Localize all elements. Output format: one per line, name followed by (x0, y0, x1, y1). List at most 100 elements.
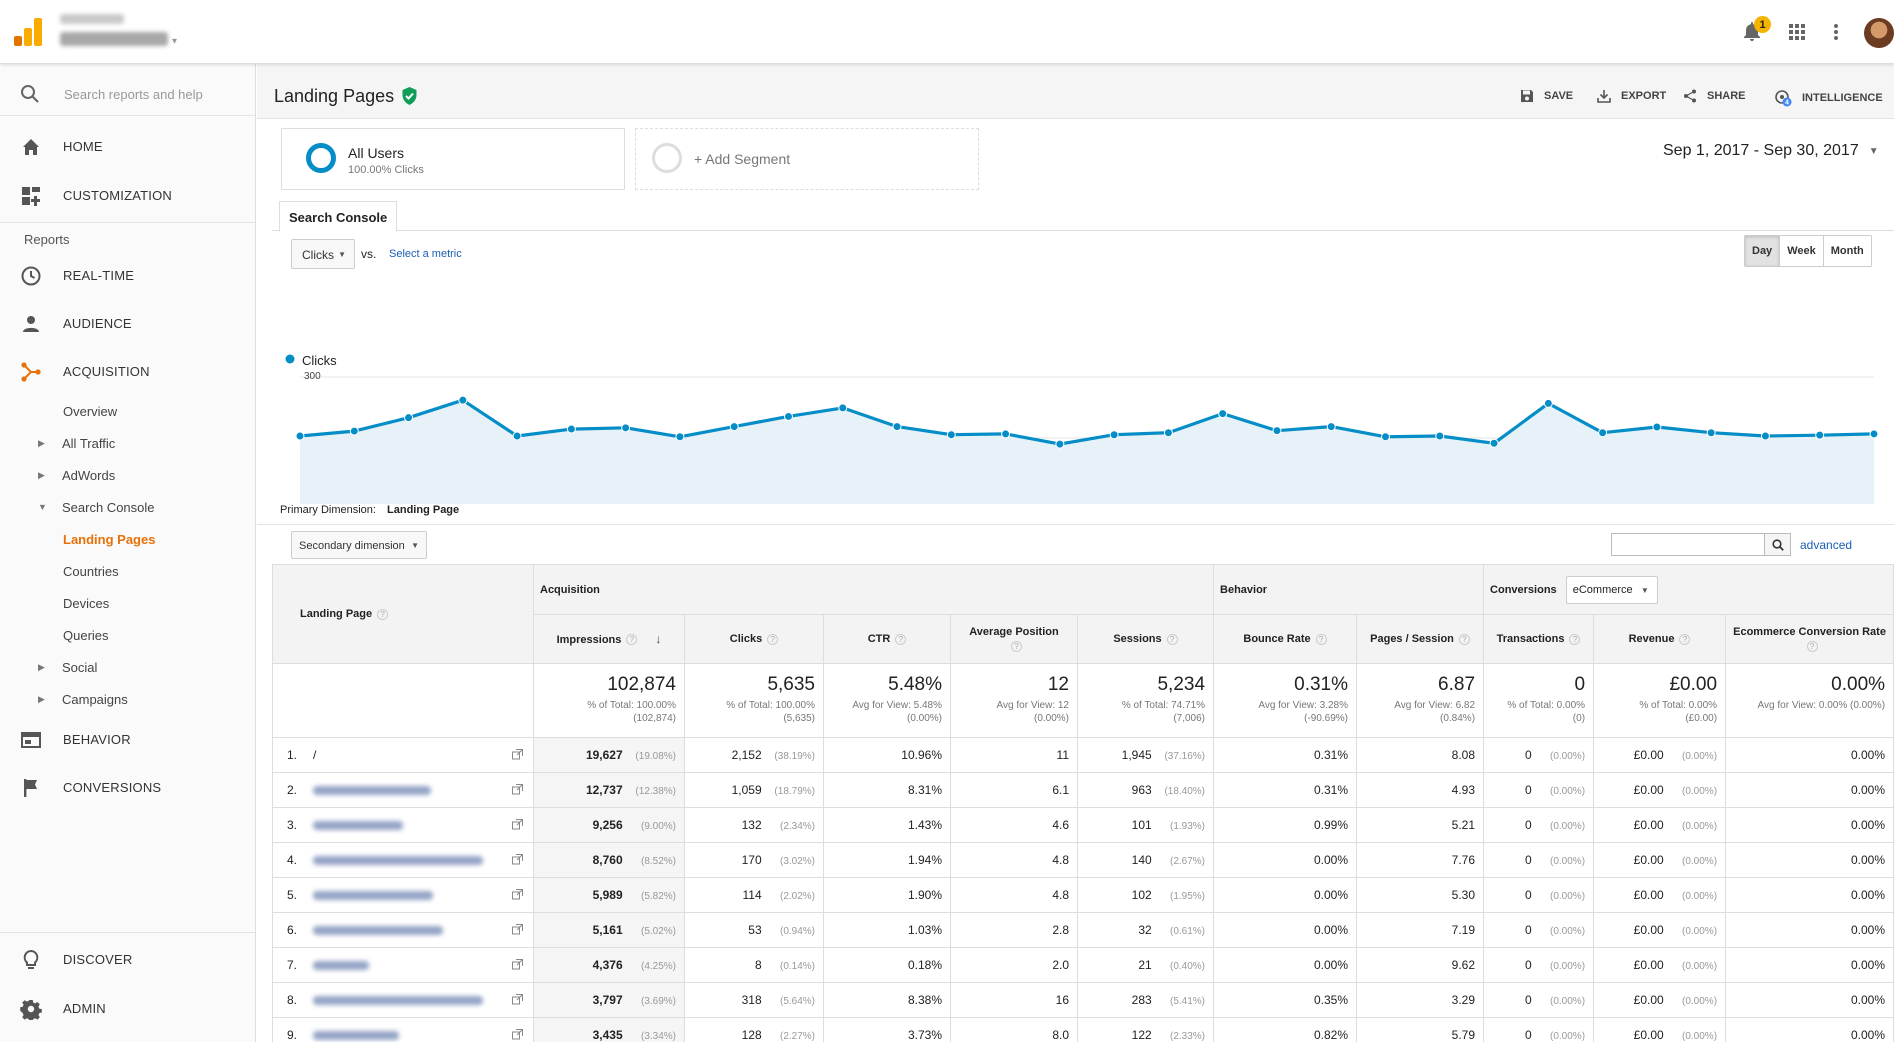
col-transactions[interactable]: Transactions? (1483, 614, 1595, 664)
sidebar-item-admin[interactable]: ADMIN (0, 988, 255, 1028)
help-icon[interactable]: ? (1458, 633, 1470, 645)
avatar[interactable] (1864, 18, 1894, 48)
table-row[interactable]: 2. 12,737 (12.38%) 1,059 (18.79%) 8.31% 6.1 9… (272, 772, 1894, 808)
analytics-logo-icon[interactable] (14, 18, 42, 46)
table-row[interactable]: 4. 8,760 (8.52%) 170 (3.02%) 1.94% 4.8 140 (2… (272, 842, 1894, 878)
sidebar-item-behavior[interactable]: BEHAVIOR (0, 719, 255, 759)
sidebar-search[interactable]: Search reports and help (0, 72, 255, 116)
open-external-icon[interactable] (512, 924, 523, 935)
help-icon[interactable]: ? (377, 608, 389, 620)
open-external-icon[interactable] (512, 749, 523, 760)
table-row[interactable]: 1./19,627 (19.08%) 2,152 (38.19%) 10.96% 11… (272, 737, 1894, 773)
more-vert-icon[interactable] (1824, 20, 1848, 44)
open-external-icon[interactable] (512, 1029, 523, 1040)
table-row[interactable]: 6. 5,161 (5.02%) 53 (0.94%) 1.03% 2.8 32 (0.6… (272, 912, 1894, 948)
sidebar-item-conversions[interactable]: CONVERSIONS (0, 767, 255, 807)
landing-page-link[interactable] (313, 856, 483, 866)
col-ctr[interactable]: CTR? (823, 614, 951, 664)
help-icon[interactable]: ? (626, 634, 638, 646)
help-icon[interactable]: ? (1011, 640, 1022, 652)
col-clicks[interactable]: Clicks? (684, 614, 824, 664)
ecommerce-select[interactable]: eCommerce ▼ (1565, 575, 1658, 604)
col-pages-session[interactable]: Pages / Session? (1356, 614, 1485, 664)
data-point (458, 395, 468, 405)
primary-dimension-value[interactable]: Landing Page (387, 504, 460, 516)
table-search-button[interactable] (1765, 533, 1791, 556)
help-icon[interactable]: ? (1679, 633, 1691, 645)
open-external-icon[interactable] (512, 959, 523, 970)
sidebar-item-queries[interactable]: Queries (63, 627, 109, 643)
sidebar-item-countries[interactable]: Countries (63, 563, 119, 579)
sidebar-item-social[interactable]: ▶ Social (38, 659, 98, 675)
landing-page-link[interactable] (313, 1031, 399, 1041)
day-button[interactable]: Day (1745, 236, 1781, 266)
sidebar-item-acquisition[interactable]: ACQUISITION (0, 351, 255, 391)
select-metric-link[interactable]: Select a metric (389, 248, 462, 260)
sidebar-item-landing-pages[interactable]: Landing Pages (63, 531, 156, 547)
table-row[interactable]: 3. 9,256 (9.00%) 132 (2.34%) 1.43% 4.6 101 (1… (272, 807, 1894, 843)
help-icon[interactable]: ? (1315, 633, 1327, 645)
apps-grid-icon[interactable] (1785, 20, 1809, 44)
open-external-icon[interactable] (512, 784, 523, 795)
open-external-icon[interactable] (512, 994, 523, 1005)
caret-down-icon: ▼ (38, 502, 47, 512)
y-tick-label: 300 (304, 371, 321, 382)
table-row[interactable]: 5. 5,989 (5.82%) 114 (2.02%) 1.90% 4.8 102 (1… (272, 877, 1894, 913)
sidebar-item-customization[interactable]: CUSTOMIZATION (0, 175, 255, 215)
sidebar-item-overview[interactable]: Overview (63, 403, 118, 419)
metric-select[interactable]: Clicks ▼ (291, 239, 355, 269)
help-icon[interactable]: ? (767, 633, 779, 645)
help-icon[interactable]: ? (895, 633, 907, 645)
open-external-icon[interactable] (512, 889, 523, 900)
sidebar-item-all-traffic[interactable]: ▶ All Traffic (38, 435, 116, 451)
add-segment-button[interactable]: + Add Segment (635, 128, 979, 190)
secondary-dimension-select[interactable]: Secondary dimension ▼ (291, 531, 427, 559)
col-landing-page[interactable]: Landing Page? (272, 564, 534, 664)
share-button[interactable]: SHARE (1683, 89, 1746, 103)
intelligence-button[interactable]: 4 INTELLIGENCE (1774, 89, 1883, 107)
search-input[interactable]: Search reports and help (64, 87, 203, 102)
save-button[interactable]: SAVE (1520, 89, 1573, 103)
help-icon[interactable]: ? (1806, 640, 1818, 652)
open-external-icon[interactable] (512, 854, 523, 865)
export-button[interactable]: EXPORT (1597, 89, 1666, 103)
sidebar-item-audience[interactable]: AUDIENCE (0, 303, 255, 343)
col-bounce-rate[interactable]: Bounce Rate? (1213, 614, 1358, 664)
account-selector[interactable]: ▾ (60, 14, 177, 47)
table-row[interactable]: 8. 3,797 (3.69%) 318 (5.64%) 8.38% 16 283 (5.… (272, 982, 1894, 1018)
landing-page-link[interactable] (313, 821, 403, 831)
table-row[interactable]: 7. 4,376 (4.25%) 8 (0.14%) 0.18% 2.0 21 (0.40… (272, 947, 1894, 983)
segment-all-users[interactable]: All Users 100.00% Clicks (281, 128, 625, 190)
table-row[interactable]: 9. 3,435 (3.34%) 128 (2.27%) 3.73% 8.0 122 (2… (272, 1017, 1894, 1042)
col-ecommerce-conversion-rate[interactable]: Ecommerce Conversion Rate? (1725, 614, 1894, 664)
sidebar-item-search-console[interactable]: ▼ Search Console (38, 499, 155, 515)
tab-search-console[interactable]: Search Console (279, 201, 398, 232)
sidebar-item-campaigns[interactable]: ▶ Campaigns (38, 691, 128, 707)
open-external-icon[interactable] (512, 819, 523, 830)
date-range-picker[interactable]: Sep 1, 2017 - Sep 30, 2017 ▼ (1663, 142, 1879, 159)
landing-page-link[interactable]: / (313, 748, 317, 762)
col-impressions[interactable]: Impressions? ↓ (533, 614, 685, 664)
col-revenue[interactable]: Revenue? (1593, 614, 1727, 664)
landing-page-link[interactable] (313, 786, 431, 796)
month-button[interactable]: Month (1823, 236, 1871, 266)
cell-rev: £0.00 (0.00%) (1593, 772, 1727, 808)
week-button[interactable]: Week (1780, 236, 1824, 266)
data-point (349, 426, 359, 436)
landing-page-link[interactable] (313, 926, 443, 936)
landing-page-link[interactable] (313, 996, 483, 1006)
sidebar-item-realtime[interactable]: REAL-TIME (0, 255, 255, 295)
sidebar-item-home[interactable]: HOME (0, 126, 255, 166)
col-sessions[interactable]: Sessions? (1076, 614, 1215, 664)
help-icon[interactable]: ? (1166, 633, 1178, 645)
col-avg-position[interactable]: Average Position? (950, 614, 1078, 664)
sidebar-item-devices[interactable]: Devices (63, 595, 110, 611)
landing-page-link[interactable] (313, 961, 369, 971)
sidebar-item-adwords[interactable]: ▶ AdWords (38, 467, 116, 483)
landing-page-link[interactable] (313, 891, 433, 901)
sidebar-item-discover[interactable]: DISCOVER (0, 939, 255, 979)
segment-row: All Users 100.00% Clicks + Add Segment S… (257, 120, 1894, 198)
table-search-input[interactable] (1611, 533, 1765, 556)
advanced-filter-link[interactable]: advanced (1800, 538, 1853, 552)
help-icon[interactable]: ? (1569, 633, 1581, 645)
